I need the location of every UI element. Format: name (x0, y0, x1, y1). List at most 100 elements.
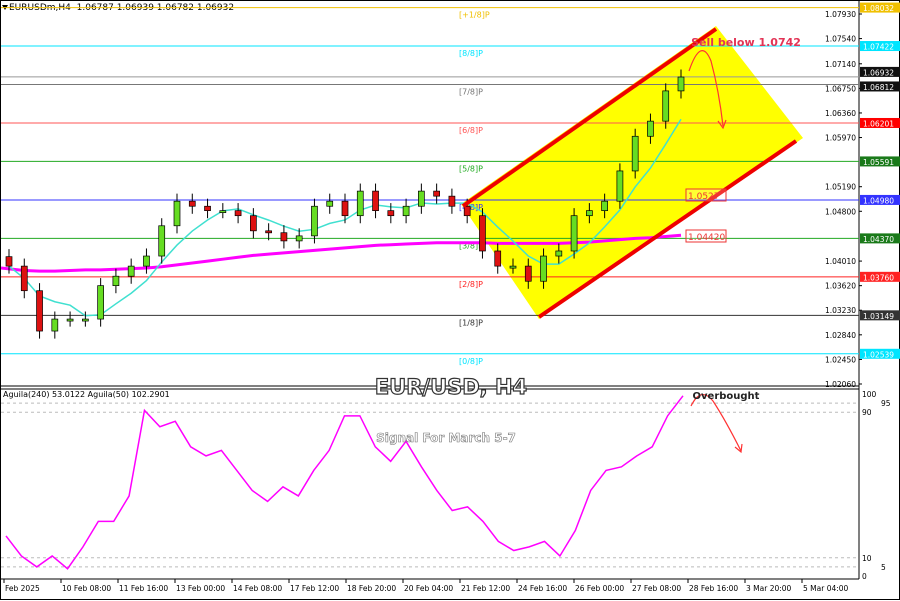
murrey-level-label: [8/8]P (459, 49, 483, 58)
price-tick-label: 1.02840 (825, 331, 856, 340)
channel-upper-line (461, 27, 718, 208)
bearish-candle (433, 190, 440, 197)
bullish-candle (326, 200, 334, 207)
bullish-candle (112, 275, 120, 287)
oscillator-tick-label: 10 (862, 554, 872, 563)
oscillator-line (5, 395, 684, 570)
time-tick-label: 26 Feb 00:00 (575, 584, 624, 593)
price-tick-label: 1.04800 (825, 207, 856, 216)
bullish-candle (219, 210, 227, 214)
sell-label: Sell below 1.0742 (691, 36, 801, 49)
price-tag-box (860, 271, 900, 282)
indicator-header: Aguila(240) 53.0122 Aguila(50) 102.2901 (3, 390, 170, 399)
bearish-candle (494, 250, 502, 267)
price-tag-box (860, 66, 900, 77)
bullish-candle (66, 318, 74, 322)
bearish-candle (5, 256, 13, 267)
murrey-level-label: [2/8]P (459, 280, 483, 289)
time-tick-label: 24 Feb 16:00 (518, 584, 567, 593)
price-tag: 1.04980 (863, 196, 894, 205)
time-tick-label: 17 Feb 12:00 (290, 584, 339, 593)
murrey-level-label: [0/8]P (459, 357, 483, 366)
murrey-level-label: [+1/8]P (459, 11, 490, 20)
price-tag-box (860, 117, 900, 128)
bullish-candle (570, 215, 578, 252)
price-tick-label: 1.02450 (825, 355, 856, 364)
bullish-candle (127, 265, 135, 277)
price-tick-label: 1.07140 (825, 60, 856, 69)
bullish-candle (647, 120, 654, 137)
bullish-candle (586, 210, 593, 217)
murrey-level-label: [4/8]P (459, 203, 483, 212)
price-tag-box (860, 156, 900, 167)
time-tick-label: 3 Mar 20:00 (746, 584, 792, 593)
yellow-channel (461, 26, 803, 319)
price-tag-box (860, 310, 900, 321)
bearish-candle (188, 200, 196, 207)
ma-slow-line (1, 233, 682, 273)
bearish-candle (250, 215, 257, 232)
bullish-candle (82, 318, 89, 322)
arrow-head-icon (717, 119, 727, 130)
bullish-candle (616, 170, 624, 202)
bearish-candle (479, 215, 486, 252)
price-tag: 1.06812 (863, 83, 894, 92)
oscillator-arrow (690, 394, 742, 452)
ma-slow-value-box (685, 229, 727, 243)
bullish-candle (540, 255, 547, 282)
bearish-candle (387, 210, 395, 217)
time-tick-label: 5 Mar 04:00 (803, 584, 849, 593)
price-tick-label: 1.04010 (825, 257, 856, 266)
ma-fast-value-box (685, 188, 727, 202)
oscillator-tick-label: 90 (862, 408, 872, 417)
time-tick-label: 28 Feb 16:00 (689, 584, 738, 593)
oscillator-tick-label: 0 (862, 572, 867, 581)
bullish-candle (509, 265, 517, 269)
sell-arrow (688, 50, 724, 127)
bearish-candle (204, 205, 211, 212)
price-tick-label: 1.05970 (825, 134, 856, 143)
bullish-candle (631, 135, 639, 172)
price-tag: 1.03149 (863, 312, 894, 321)
price-tick-label: 1.06750 (825, 84, 856, 93)
price-tick-label: 1.05190 (825, 183, 856, 192)
bullish-candle (295, 235, 303, 242)
bearish-candle (280, 232, 288, 242)
price-tick-label: 1.02060 (825, 380, 856, 389)
bullish-candle (601, 200, 608, 212)
time-tick-label: 27 Feb 08:00 (632, 584, 681, 593)
murrey-level-label: [6/8]P (459, 126, 483, 135)
oscillator-tick-label: 5 (881, 563, 886, 572)
price-tag-box (860, 81, 900, 92)
price-tick-label: 1.07540 (825, 35, 856, 44)
bullish-candle (555, 250, 563, 257)
price-tag: 1.05591 (863, 158, 894, 167)
bearish-candle (448, 195, 456, 207)
price-tag-box (860, 2, 900, 13)
price-tag: 1.08032 (863, 4, 894, 13)
ma-slow-value: 1.04420 (688, 233, 725, 243)
price-tag: 1.07422 (863, 43, 894, 52)
price-tag: 1.03760 (863, 273, 894, 282)
time-tick-label: 10 Feb 08:00 (62, 584, 111, 593)
price-tick-label: 1.07930 (825, 10, 856, 19)
bearish-candle (341, 200, 349, 217)
oscillator-tick-label: 100 (862, 390, 877, 399)
price-tick-label: 1.06360 (825, 109, 856, 118)
price-tag: 1.06201 (863, 119, 894, 128)
bullish-candle (143, 255, 150, 267)
price-tag: 1.04370 (863, 235, 894, 244)
time-tick-label: Feb 2025 (5, 584, 40, 593)
bearish-candle (265, 230, 272, 234)
bullish-candle (418, 190, 425, 207)
bearish-candle (20, 265, 28, 292)
overbought-label: Overbought (693, 391, 760, 402)
bearish-candle (234, 210, 242, 217)
bullish-candle (311, 205, 318, 237)
bearish-candle (372, 190, 379, 212)
price-tag-box (860, 194, 900, 205)
price-tick-label: 1.03620 (825, 282, 856, 291)
bearish-candle (463, 205, 471, 217)
